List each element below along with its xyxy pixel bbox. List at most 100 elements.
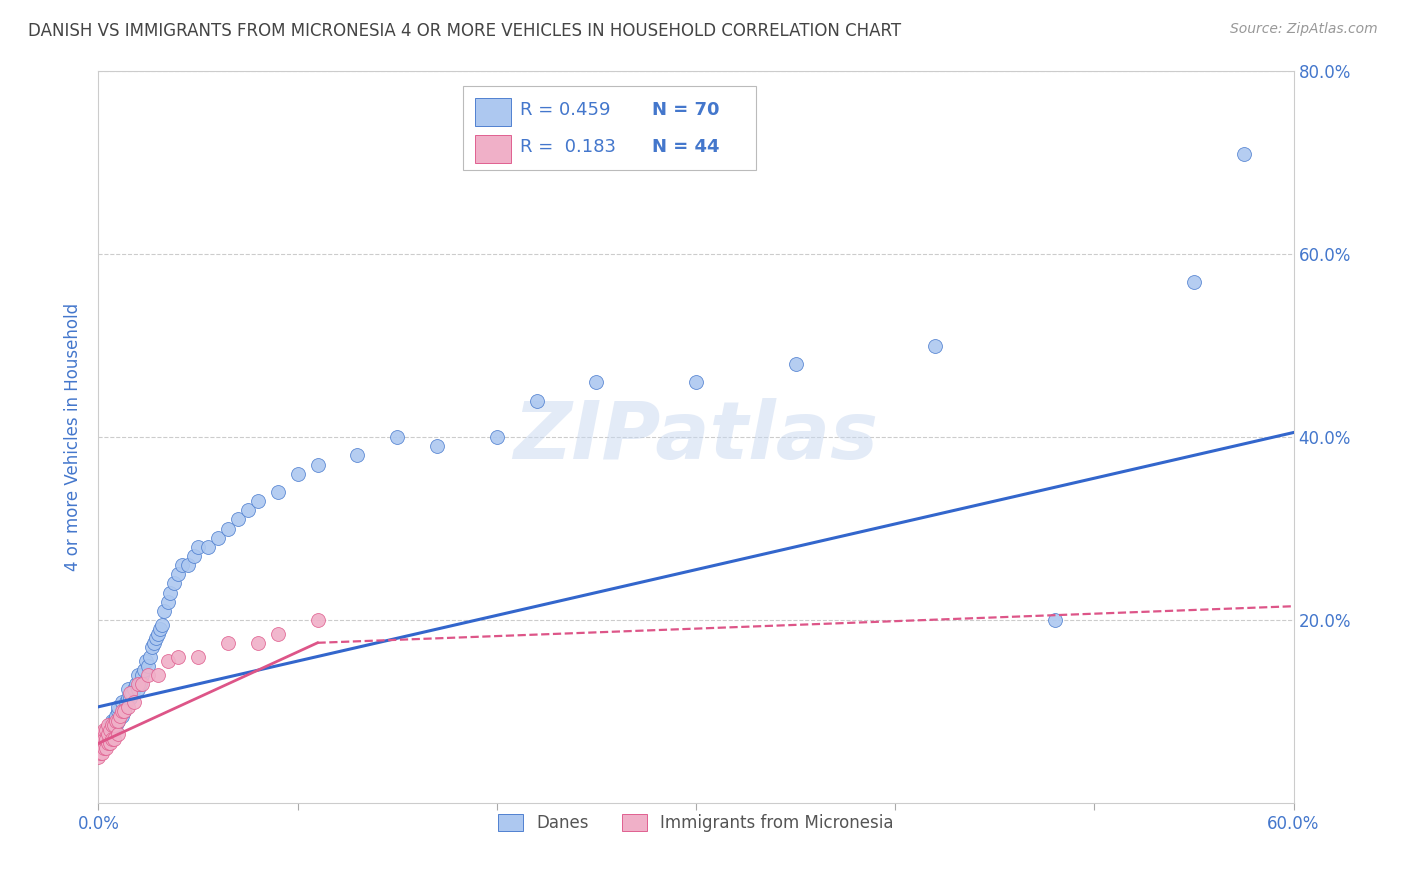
Point bbox=[87, 731, 110, 746]
Point bbox=[172, 558, 194, 573]
Point bbox=[246, 636, 269, 650]
Point bbox=[93, 731, 115, 746]
Point bbox=[187, 540, 209, 554]
Point bbox=[111, 709, 134, 723]
Point bbox=[117, 681, 139, 696]
Point bbox=[97, 731, 120, 746]
Point bbox=[98, 736, 122, 750]
Point bbox=[924, 338, 946, 352]
Point bbox=[120, 686, 142, 700]
Point bbox=[117, 690, 139, 705]
Point bbox=[112, 705, 135, 719]
Point bbox=[107, 714, 129, 728]
Point bbox=[148, 667, 170, 681]
Point bbox=[96, 740, 118, 755]
Point bbox=[89, 736, 111, 750]
Point bbox=[91, 740, 114, 755]
Point bbox=[91, 746, 114, 760]
Point bbox=[136, 658, 159, 673]
Point bbox=[121, 686, 143, 700]
Point bbox=[526, 393, 548, 408]
Point bbox=[226, 512, 249, 526]
Point bbox=[141, 640, 163, 655]
Point bbox=[131, 667, 153, 681]
Point bbox=[157, 654, 180, 668]
Point bbox=[96, 723, 118, 737]
Text: Source: ZipAtlas.com: Source: ZipAtlas.com bbox=[1230, 22, 1378, 37]
Point bbox=[139, 649, 162, 664]
Point bbox=[236, 503, 259, 517]
Point bbox=[346, 448, 368, 462]
Point bbox=[125, 677, 148, 691]
Text: R = 0.459: R = 0.459 bbox=[520, 101, 610, 119]
Point bbox=[97, 718, 120, 732]
Point bbox=[1182, 275, 1205, 289]
Point bbox=[585, 375, 607, 389]
Point bbox=[143, 636, 166, 650]
Point bbox=[112, 705, 135, 719]
Point bbox=[217, 521, 239, 535]
Point bbox=[107, 714, 129, 728]
Point bbox=[207, 531, 229, 545]
Bar bbox=[475, 135, 510, 162]
Point bbox=[785, 357, 807, 371]
Point bbox=[183, 549, 205, 563]
Point bbox=[89, 746, 111, 760]
Point bbox=[127, 677, 149, 691]
Point bbox=[103, 718, 125, 732]
Point bbox=[105, 709, 128, 723]
Text: R =  0.183: R = 0.183 bbox=[520, 137, 616, 155]
Text: N = 70: N = 70 bbox=[652, 101, 720, 119]
Point bbox=[157, 594, 180, 608]
Point bbox=[307, 458, 329, 472]
Point bbox=[107, 699, 129, 714]
Point bbox=[105, 718, 128, 732]
Point bbox=[129, 677, 152, 691]
Point bbox=[96, 731, 118, 746]
Point bbox=[485, 430, 508, 444]
Point bbox=[91, 736, 114, 750]
Point bbox=[124, 681, 146, 696]
Point bbox=[153, 604, 176, 618]
Point bbox=[110, 709, 132, 723]
Point bbox=[103, 731, 125, 746]
FancyBboxPatch shape bbox=[463, 86, 756, 170]
Point bbox=[287, 467, 309, 481]
Point bbox=[120, 690, 142, 705]
Point bbox=[167, 567, 190, 582]
Point bbox=[267, 626, 290, 640]
Point bbox=[149, 622, 172, 636]
Point bbox=[89, 727, 111, 741]
Point bbox=[98, 727, 122, 741]
Point bbox=[97, 727, 120, 741]
Point bbox=[124, 695, 146, 709]
Point bbox=[111, 705, 134, 719]
Point bbox=[103, 714, 125, 728]
Point bbox=[131, 677, 153, 691]
Point bbox=[101, 714, 124, 728]
Text: ZIPatlas: ZIPatlas bbox=[513, 398, 879, 476]
Point bbox=[307, 613, 329, 627]
Point bbox=[150, 617, 173, 632]
Point bbox=[1043, 613, 1066, 627]
Point bbox=[145, 632, 167, 646]
Point bbox=[93, 723, 115, 737]
Point bbox=[91, 727, 114, 741]
Point bbox=[87, 750, 110, 764]
Y-axis label: 4 or more Vehicles in Household: 4 or more Vehicles in Household bbox=[65, 303, 83, 571]
Point bbox=[197, 540, 219, 554]
Point bbox=[93, 736, 115, 750]
Point bbox=[101, 718, 124, 732]
Point bbox=[167, 649, 190, 664]
Point bbox=[159, 585, 181, 599]
Point bbox=[103, 723, 125, 737]
Bar bbox=[475, 98, 510, 126]
Point bbox=[107, 727, 129, 741]
Point bbox=[98, 718, 122, 732]
Point bbox=[426, 439, 449, 453]
Point bbox=[136, 667, 159, 681]
Point bbox=[107, 705, 129, 719]
Point bbox=[98, 723, 122, 737]
Point bbox=[135, 654, 157, 668]
Text: DANISH VS IMMIGRANTS FROM MICRONESIA 4 OR MORE VEHICLES IN HOUSEHOLD CORRELATION: DANISH VS IMMIGRANTS FROM MICRONESIA 4 O… bbox=[28, 22, 901, 40]
